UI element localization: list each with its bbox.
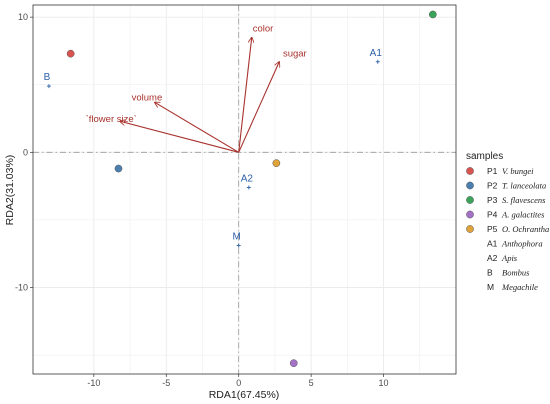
vector-label: sugar [283,49,307,60]
legend-code: A1 [487,239,498,249]
x-axis-title: RDA1(67.45%) [209,389,280,401]
legend-key-p4 [466,210,474,219]
x-tick-label: 10 [379,378,389,388]
x-tick-label: 0 [236,378,241,388]
legend-code: P2 [487,181,498,191]
legend-name: T. lanceolata [502,181,546,191]
vector-label: volume [132,93,163,104]
legend-name: Apis [501,253,518,263]
legend-code: M [487,282,494,292]
species-label: A2 [241,173,254,184]
legend-name: Bombus [502,268,530,278]
y-tick-label: -10 [15,282,28,292]
legend-code: P5 [487,224,498,234]
x-tick-label: -5 [162,378,170,388]
vector-arrow [238,62,280,153]
plot-panel-border [32,4,457,375]
sample-points [66,10,437,368]
x-tick-label: -10 [87,378,100,388]
y-axis-title: RDA2(31.03%) [4,155,16,226]
species-label: B [44,72,51,83]
vector-label: `flower size` [86,114,137,125]
sample-point-p1 [66,49,75,58]
legend-name: S. flavescens [502,195,546,205]
legend-code: P1 [487,166,498,176]
legend: samples P1 V. bungei P2 T. lanceolata P3 S. f… [466,151,549,292]
reference-lines [33,5,456,374]
y-tick-label: 0 [23,147,28,157]
legend-code: A2 [487,253,498,263]
sample-point-p4 [289,359,298,368]
species-points: A1 A2 B M [44,48,383,248]
sample-point-p2 [114,164,123,173]
legend-name: A. galactites [501,210,545,220]
legend-name: Anthophora [501,239,543,249]
x-tick-label: 5 [309,378,314,388]
legend-key-p2 [466,181,474,190]
vector-arrow [120,121,239,153]
vector-label: color [253,23,274,34]
plot-panel-background [33,5,456,374]
legend-code: P4 [487,210,498,220]
legend-key-p1 [466,167,474,175]
axis-ticks: -10 -5 0 5 10 -10 0 10 [15,12,389,388]
legend-code: P3 [487,195,498,205]
vector-arrow [238,37,252,153]
vector-arrow [155,102,239,153]
legend-key-p3 [466,196,474,204]
legend-key-p5 [466,225,474,233]
constraint-vectors: color sugar volume `flower size` [86,23,307,153]
legend-title: samples [466,151,503,162]
species-label: M [233,232,241,243]
y-tick-label: 10 [18,12,28,22]
legend-name: Megachile [501,282,538,292]
sample-point-p3 [428,10,437,19]
legend-name: O. Ochrantha [502,224,549,234]
species-label: A1 [370,48,383,59]
legend-code: B [487,268,493,278]
sample-point-p5 [272,159,281,167]
legend-name: V. bungei [502,166,534,176]
